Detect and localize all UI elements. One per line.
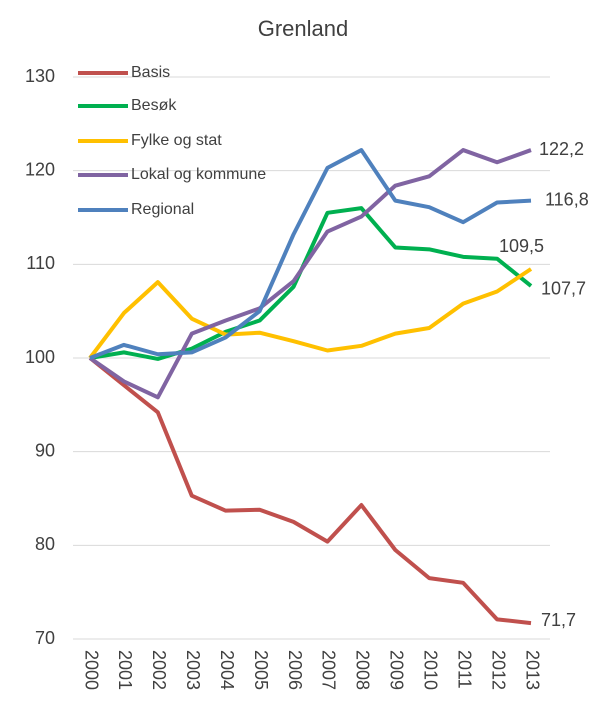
y-tick-label: 110 <box>26 253 55 273</box>
series-line <box>88 267 533 360</box>
x-tick-label: 2007 <box>319 650 339 690</box>
x-tick-label: 2012 <box>488 650 508 690</box>
data-label: 71,7 <box>541 610 576 630</box>
x-tick-label: 2003 <box>183 650 203 690</box>
y-tick-label: 80 <box>35 534 55 554</box>
series-line <box>88 148 532 400</box>
legend-label: Besøk <box>131 97 177 114</box>
x-tick-label: 2009 <box>387 650 407 690</box>
data-label: 109,5 <box>499 236 544 256</box>
legend-label: Regional <box>131 201 194 218</box>
x-tick-label: 2001 <box>115 650 135 690</box>
x-tick-label: 2004 <box>217 650 237 690</box>
legend-label: Basis <box>131 64 170 81</box>
legend-label: Lokal og kommune <box>131 166 266 183</box>
x-tick-label: 2005 <box>251 650 271 690</box>
x-tick-label: 2010 <box>420 650 440 690</box>
x-tick-label: 2011 <box>454 650 474 689</box>
y-tick-label: 70 <box>35 628 55 648</box>
y-tick-label: 130 <box>25 66 55 86</box>
series-line <box>88 356 532 626</box>
series-line <box>89 148 532 360</box>
x-tick-label: 2002 <box>149 650 169 690</box>
x-tick-label: 2006 <box>285 650 305 690</box>
data-label: 122,2 <box>539 139 584 159</box>
y-tick-label: 90 <box>35 440 55 460</box>
x-tick-label: 2013 <box>522 650 542 690</box>
x-tick-label: 2000 <box>81 650 101 690</box>
series-line <box>89 206 533 361</box>
x-tick-label: 2008 <box>353 650 373 690</box>
y-tick-label: 100 <box>25 347 55 367</box>
data-label: 116,8 <box>545 189 589 209</box>
data-label: 107,7 <box>541 279 586 299</box>
y-tick-label: 120 <box>25 159 55 179</box>
legend-label: Fylke og stat <box>131 132 222 149</box>
chart-title: Grenland <box>258 16 349 41</box>
legend: Basis Besøk Fylke og stat Lokal og kommune R… <box>78 64 266 218</box>
